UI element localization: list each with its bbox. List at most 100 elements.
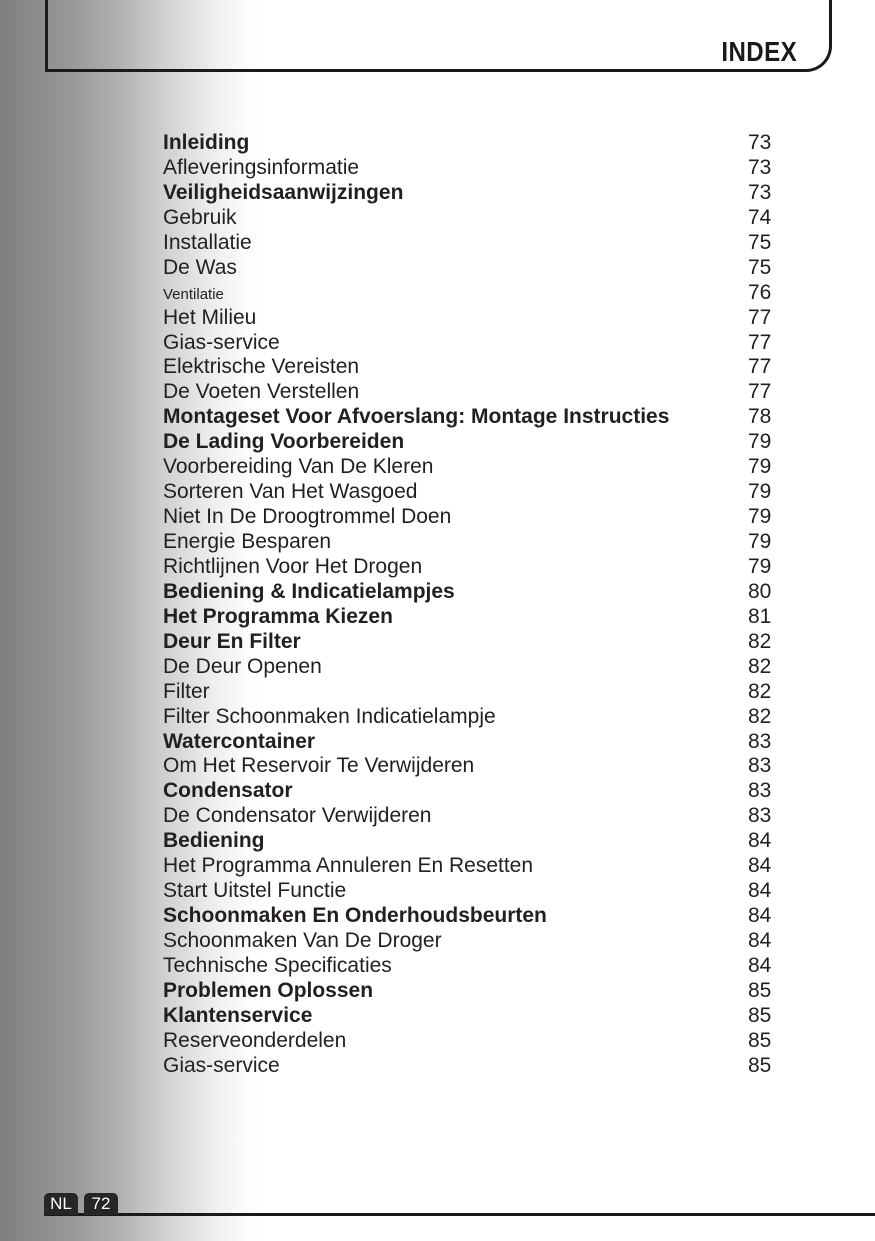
toc-entry[interactable]: De Voeten Verstellen 77 (163, 380, 803, 405)
toc-entry[interactable]: Schoonmaken En Onderhoudsbeurten 84 (163, 904, 803, 929)
toc-entry-page-number: 84 (748, 829, 772, 853)
toc-entry-label: De Lading Voorbereiden (163, 430, 405, 454)
toc-entry[interactable]: Start Uitstel Functie 84 (163, 879, 803, 904)
toc-entry-label: Gias-service (163, 330, 280, 354)
toc-entry-label: Om Het Reservoir Te Verwijderen (163, 754, 475, 778)
page-number-badge: 72 (84, 1193, 118, 1215)
toc-entry[interactable]: Gebruik 74 (163, 206, 803, 231)
toc-entry[interactable]: Voorbereiding Van De Kleren 79 (163, 455, 803, 480)
toc-entry-label: Het Milieu (163, 305, 257, 329)
toc-entry-label: Voorbereiding Van De Kleren (163, 455, 434, 479)
toc-entry[interactable]: Condensator 83 (163, 779, 803, 804)
toc-entry-page-number: 77 (748, 330, 772, 354)
toc-entry-page-number: 82 (748, 629, 772, 653)
toc-entry-label: Gias-service (163, 1053, 280, 1077)
toc-entry-page-number: 84 (748, 879, 772, 903)
toc-entry[interactable]: Problemen Oplossen 85 (163, 979, 803, 1004)
page-title: INDEX (721, 36, 797, 67)
toc-entry-label: Gebruik (163, 205, 237, 229)
toc-entry-page-number: 73 (748, 155, 772, 179)
toc-entry-label: Het Programma Kiezen (163, 604, 393, 628)
toc-entry-label: Inleiding (163, 131, 250, 154)
toc-entry-label: Filter Schoonmaken Indicatielampje (163, 704, 496, 728)
toc-entry[interactable]: Sorteren Van Het Wasgoed 79 (163, 480, 803, 505)
toc-entry-label: Afleveringsinformatie (163, 155, 360, 179)
toc-entry-page-number: 81 (748, 604, 772, 628)
toc-entry-label: Bediening (163, 829, 265, 853)
toc-entry[interactable]: Veiligheidsaanwijzingen 73 (163, 181, 803, 206)
toc-entry[interactable]: Gias-service 77 (163, 331, 803, 356)
toc-entry[interactable]: Installatie 75 (163, 231, 803, 256)
toc-entry-label: Problemen Oplossen (163, 978, 374, 1002)
page-left-gradient-band (0, 0, 262, 1241)
toc-entry[interactable]: De Deur Openen 82 (163, 655, 803, 680)
toc-entry-label: Ventilatie (163, 285, 224, 303)
toc-entry-page-number: 82 (748, 654, 772, 678)
toc-entry-page-number: 79 (748, 530, 772, 553)
toc-entry[interactable]: Het Milieu 77 (163, 306, 803, 331)
toc-entry[interactable]: De Was 75 (163, 256, 803, 281)
toc-entry-page-number: 85 (748, 1003, 772, 1027)
toc-entry[interactable]: Niet In De Droogtrommel Doen 79 (163, 505, 803, 530)
toc-entry-page-number: 83 (748, 729, 772, 753)
toc-entry[interactable]: Schoonmaken Van De Droger 84 (163, 929, 803, 954)
page-footer: NL 72 (0, 1188, 875, 1228)
toc-entry[interactable]: Deur En Filter 82 (163, 630, 803, 655)
toc-entry-label: Klantenservice (163, 1003, 313, 1027)
toc-entry[interactable]: Energie Besparen 79 (163, 530, 803, 555)
toc-entry[interactable]: Watercontainer 83 (163, 730, 803, 755)
toc-entry-page-number: 85 (748, 1028, 772, 1052)
toc-entry-label: Condensator (163, 779, 293, 803)
toc-entry-page-number: 85 (748, 1053, 772, 1077)
language-badge: NL (44, 1193, 78, 1215)
toc-entry[interactable]: Montageset Voor Afvoerslang: Montage Ins… (163, 405, 803, 430)
toc-entry[interactable]: Bediening 84 (163, 829, 803, 854)
toc-entry-page-number: 84 (748, 929, 772, 952)
toc-entry-label: Watercontainer (163, 729, 316, 753)
toc-entry[interactable]: Gias-service 85 (163, 1054, 803, 1079)
toc-entry-label: De Voeten Verstellen (163, 380, 360, 404)
toc-entry[interactable]: Het Programma Kiezen 81 (163, 605, 803, 630)
toc-entry-page-number: 82 (748, 704, 772, 728)
toc-entry[interactable]: Inleiding 73 (163, 131, 803, 156)
toc-entry-page-number: 83 (748, 754, 772, 778)
toc-entry-label: Veiligheidsaanwijzingen (163, 180, 404, 204)
toc-entry-label: Richtlijnen Voor Het Drogen (163, 554, 423, 578)
toc-entry-page-number: 79 (748, 554, 772, 578)
toc-entry-page-number: 79 (748, 455, 772, 479)
toc-entry[interactable]: Klantenservice 85 (163, 1004, 803, 1029)
toc-entry[interactable]: Om Het Reservoir Te Verwijderen 83 (163, 754, 803, 779)
toc-entry[interactable]: Technische Specificaties 84 (163, 954, 803, 979)
toc-entry-label: Installatie (163, 230, 252, 254)
toc-entry[interactable]: Bediening & Indicatielampjes 80 (163, 580, 803, 605)
toc-entry-page-number: 84 (748, 904, 772, 928)
toc-entry-page-number: 79 (748, 430, 772, 454)
toc-entry[interactable]: Elektrische Vereisten 77 (163, 355, 803, 380)
toc-entry[interactable]: Het Programma Annuleren En Resetten 84 (163, 854, 803, 879)
toc-entry-label: Het Programma Annuleren En Resetten (163, 854, 534, 878)
toc-entry-page-number: 85 (748, 978, 772, 1002)
toc-entry[interactable]: Filter 82 (163, 680, 803, 705)
toc-entry[interactable]: Filter Schoonmaken Indicatielampje 82 (163, 705, 803, 730)
toc-entry-page-number: 75 (748, 230, 772, 254)
toc-entry-label: Technische Specificaties (163, 953, 392, 977)
toc-entry-label: Schoonmaken Van De Droger (163, 929, 442, 952)
toc-entry-page-number: 77 (748, 355, 772, 379)
toc-entry-label: De Deur Openen (163, 654, 322, 678)
toc-entry-label: Energie Besparen (163, 530, 332, 553)
toc-entry[interactable]: Richtlijnen Voor Het Drogen 79 (163, 555, 803, 580)
toc-entry[interactable]: Ventilatie 76 (163, 281, 803, 306)
toc-entry[interactable]: Afleveringsinformatie 73 (163, 156, 803, 181)
toc-entry-page-number: 80 (748, 579, 772, 603)
toc-entry-page-number: 82 (748, 679, 772, 703)
toc-entry[interactable]: De Lading Voorbereiden 79 (163, 430, 803, 455)
toc-entry-label: Filter (163, 679, 210, 703)
toc-entry-page-number: 73 (748, 180, 772, 204)
toc-entry-label: Bediening & Indicatielampjes (163, 579, 455, 603)
header-box (45, 0, 832, 72)
toc-entry[interactable]: De Condensator Verwijderen 83 (163, 804, 803, 829)
toc-entry-label: Schoonmaken En Onderhoudsbeurten (163, 904, 547, 928)
toc-entry-page-number: 83 (748, 804, 772, 828)
toc-entry[interactable]: Reserveonderdelen 85 (163, 1029, 803, 1054)
toc-entry-page-number: 84 (748, 854, 772, 878)
